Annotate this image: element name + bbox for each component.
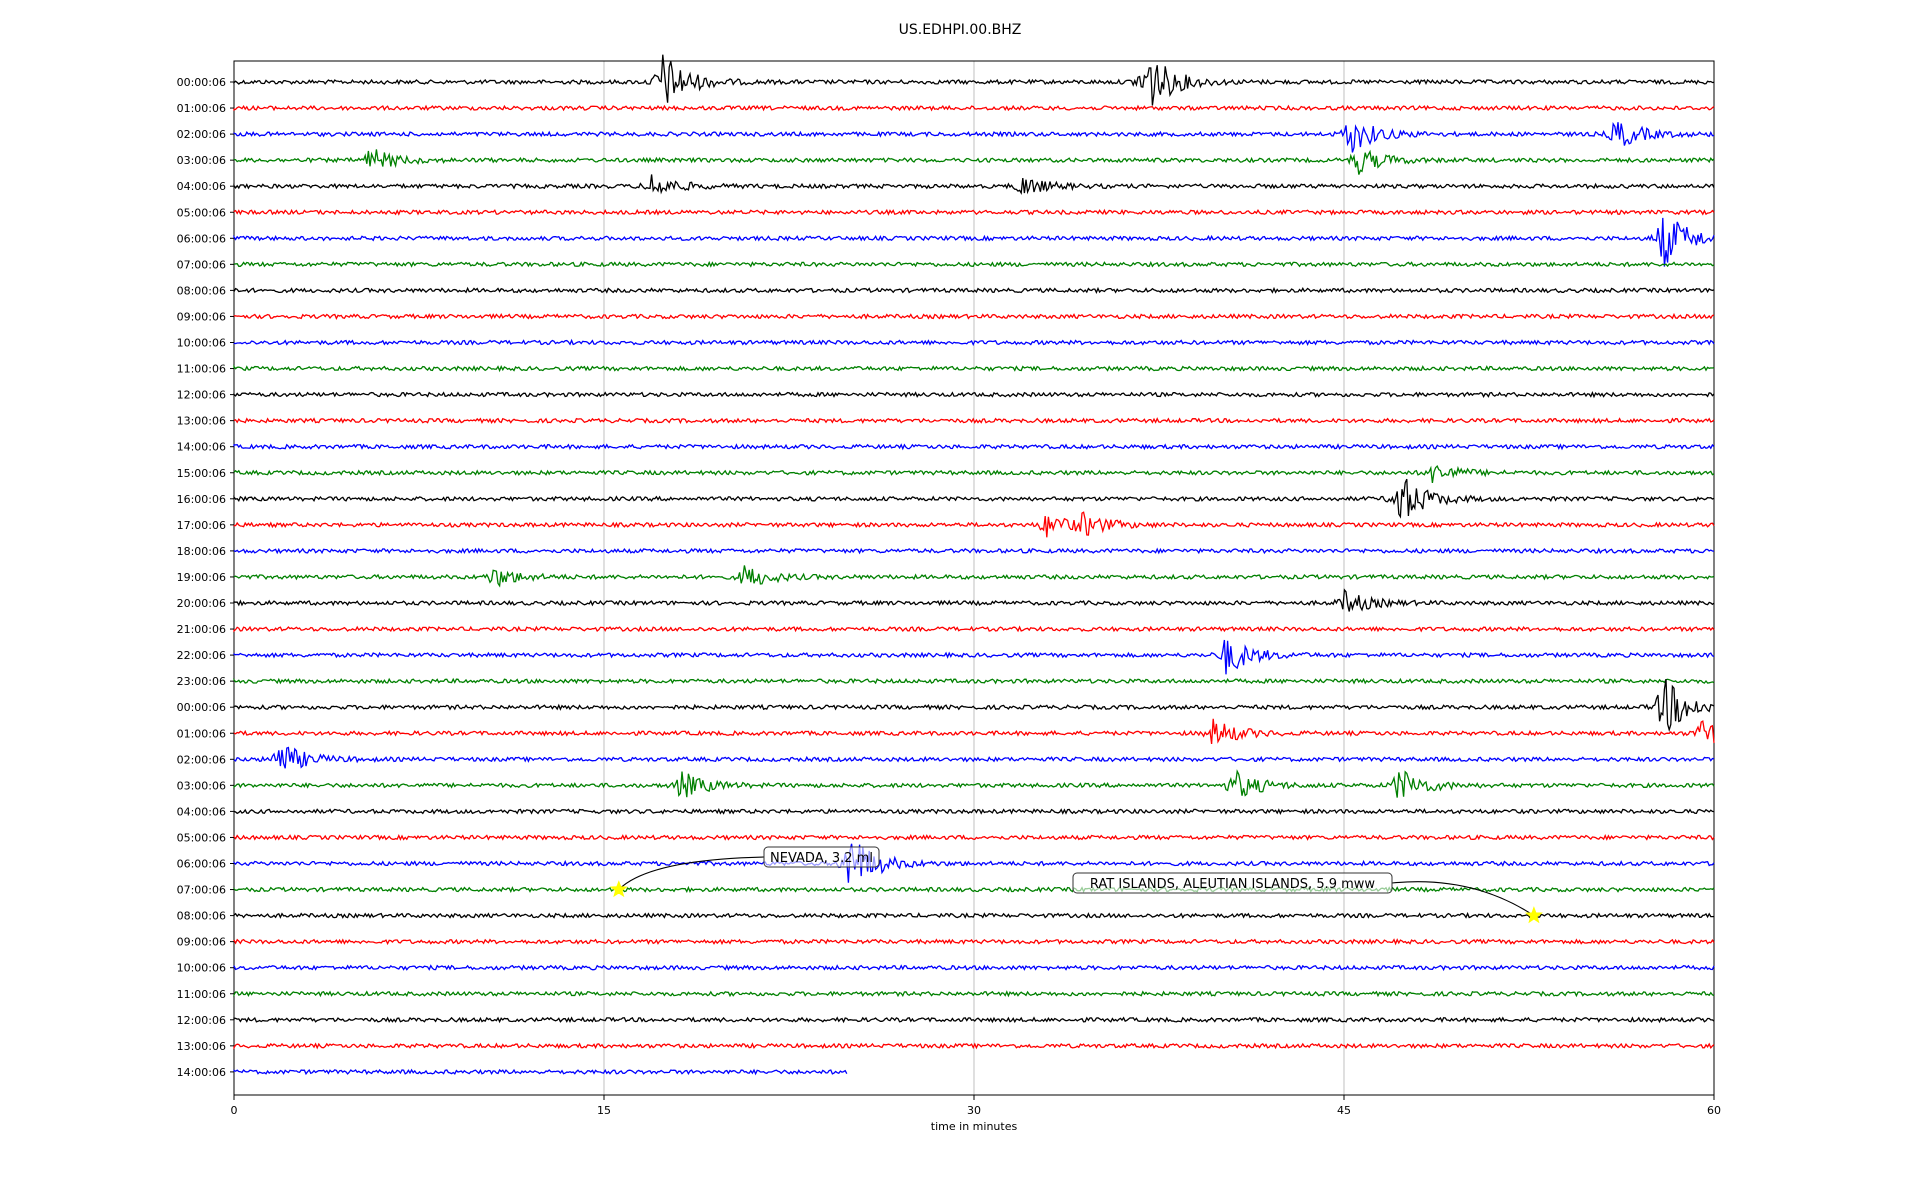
row-label: 17:00:06 [177, 519, 226, 532]
annotation-box [763, 846, 880, 868]
seismic-trace [233, 149, 1715, 175]
seismic-trace [233, 833, 1715, 841]
seismic-trace [233, 843, 1715, 883]
seismic-trace [233, 807, 1715, 815]
seismic-trace [233, 625, 1715, 633]
seismic-trace [233, 990, 1715, 998]
row-label: 19:00:06 [177, 571, 226, 584]
event-star-marker [1524, 906, 1543, 924]
row-label: 02:00:06 [177, 753, 226, 766]
seismic-trace [233, 769, 1715, 798]
seismic-trace [233, 885, 1715, 894]
annotation-connector [1391, 881, 1535, 917]
seismic-trace [233, 964, 1715, 972]
row-label: 10:00:06 [177, 337, 226, 350]
seismic-trace [233, 565, 1715, 588]
row-label: 20:00:06 [177, 597, 226, 610]
seismic-trace [233, 260, 1715, 268]
x-tick-label: 0 [231, 1104, 238, 1117]
seismic-trace [233, 1042, 1715, 1050]
x-axis-label: time in minutes [931, 1120, 1018, 1133]
row-label: 01:00:06 [177, 727, 226, 740]
x-tick-label: 60 [1707, 1104, 1721, 1117]
row-label: 16:00:06 [177, 493, 226, 506]
row-label: 07:00:06 [177, 884, 226, 897]
seismic-trace [233, 1016, 1715, 1024]
annotation-label: NEVADA, 3.2 ml [770, 851, 873, 866]
seismic-trace [233, 312, 1715, 320]
seismic-trace [233, 677, 1715, 685]
row-label: 21:00:06 [177, 623, 226, 636]
row-label: 14:00:06 [177, 441, 226, 454]
x-tick-label: 45 [1337, 1104, 1351, 1117]
row-label: 13:00:06 [177, 1040, 226, 1053]
row-label: 22:00:06 [177, 649, 226, 662]
row-label: 09:00:06 [177, 936, 226, 949]
seismic-trace [233, 478, 1715, 519]
x-tick-label: 30 [967, 1104, 981, 1117]
seismic-trace [233, 443, 1715, 451]
row-label: 11:00:06 [177, 988, 226, 1001]
annotation-box [1072, 872, 1393, 894]
seismic-trace [233, 511, 1715, 538]
row-label: 10:00:06 [177, 962, 226, 975]
row-label: 13:00:06 [177, 415, 226, 428]
seismic-trace [233, 217, 1715, 267]
seismic-trace [233, 417, 1715, 425]
seismic-trace [233, 121, 1715, 153]
row-label: 15:00:06 [177, 467, 226, 480]
row-label: 23:00:06 [177, 675, 226, 688]
row-label: 06:00:06 [177, 858, 226, 871]
seismic-trace [233, 679, 1715, 733]
row-label: 03:00:06 [177, 779, 226, 792]
seismic-trace [233, 938, 1715, 946]
chart-title: US.EDHPI.00.BHZ [898, 22, 1022, 38]
row-label: 00:00:06 [177, 701, 226, 714]
row-label: 00:00:06 [177, 76, 226, 89]
seismic-trace [233, 104, 1715, 112]
seismic-trace [233, 54, 1715, 106]
seismic-trace [233, 746, 1715, 769]
seismic-trace [233, 718, 1715, 744]
seismic-trace [233, 286, 1715, 294]
row-label: 04:00:06 [177, 805, 226, 818]
row-label: 08:00:06 [177, 910, 226, 923]
row-label: 07:00:06 [177, 258, 226, 271]
row-label: 08:00:06 [177, 284, 226, 297]
row-label: 18:00:06 [177, 545, 226, 558]
annotation-connector [618, 856, 765, 890]
row-label: 05:00:06 [177, 206, 226, 219]
row-label: 03:00:06 [177, 154, 226, 167]
row-label: 14:00:06 [177, 1066, 226, 1079]
annotation-label: RAT ISLANDS, ALEUTIAN ISLANDS, 5.9 mww [1090, 877, 1375, 892]
row-label: 12:00:06 [177, 389, 226, 402]
seismic-trace [233, 208, 1715, 216]
seismic-trace [233, 547, 1715, 555]
seismic-trace [233, 391, 1715, 399]
seismic-trace [233, 588, 1715, 612]
event-star-marker [609, 880, 628, 898]
row-label: 01:00:06 [177, 102, 226, 115]
seismic-trace [233, 338, 1715, 347]
row-label: 02:00:06 [177, 128, 226, 141]
seismic-trace [233, 464, 1715, 483]
row-label: 05:00:06 [177, 831, 226, 844]
x-tick-label: 15 [597, 1104, 611, 1117]
row-label: 12:00:06 [177, 1014, 226, 1027]
seismic-trace [233, 364, 1715, 373]
row-label: 11:00:06 [177, 363, 226, 376]
row-label: 09:00:06 [177, 310, 226, 323]
row-label: 06:00:06 [177, 232, 226, 245]
seismic-trace [233, 174, 1715, 196]
seismic-trace [233, 1068, 848, 1076]
seismic-trace [233, 639, 1715, 675]
seismic-trace [233, 911, 1715, 919]
row-label: 04:00:06 [177, 180, 226, 193]
